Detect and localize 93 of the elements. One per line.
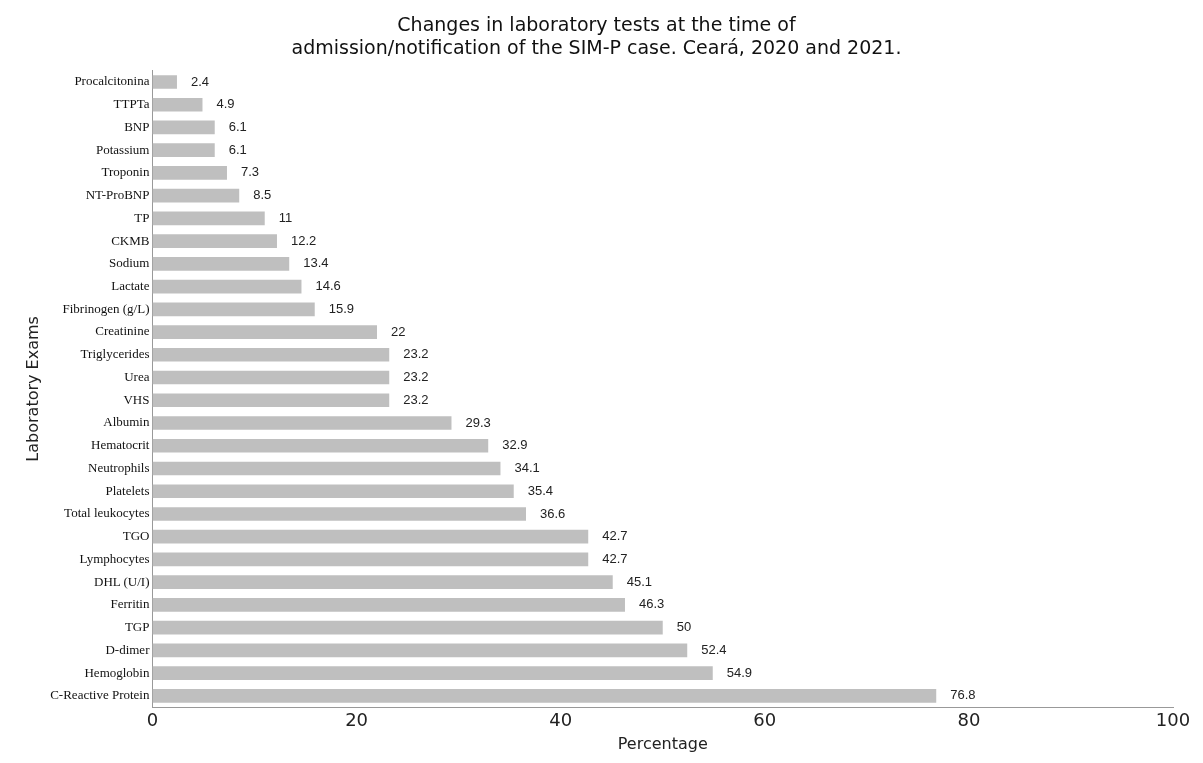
y-tick-label: Hematocrit [90,437,150,453]
y-tick-label: Sodium [109,255,150,271]
y-tick-label: C-Reactive Protein [50,687,150,703]
bar [152,552,589,567]
data-label: 7.3 [240,164,260,180]
y-tick-label: Potassium [96,141,150,157]
bar [152,325,377,339]
data-label: 13.4 [303,255,329,271]
data-label: 34.1 [514,460,540,476]
data-label: 45.1 [626,573,653,589]
x-tick-label: 80 [957,708,981,730]
y-tick-label: Hemoglobin [84,664,150,680]
data-label: 35.4 [527,482,554,498]
x-tick-label: 40 [549,708,573,730]
data-label: 4.9 [216,96,235,112]
bar [152,529,589,544]
bar [152,75,177,89]
data-label: 42.7 [602,528,628,544]
data-label: 32.9 [502,437,528,453]
data-label: 50 [676,619,692,635]
y-tick-label: Platelets [105,482,150,498]
y-tick-label: Fibrinogen (g/L) [62,300,150,316]
bar [152,620,663,635]
y-tick-label: Troponin [101,164,150,180]
data-label: 22 [390,323,406,339]
data-label: 52.4 [701,641,727,657]
y-tick-label: Creatinine [95,323,150,339]
bar [152,393,390,408]
data-label: 8.5 [253,187,272,203]
bar [152,575,613,589]
data-label: 76.8 [950,687,976,703]
bar [152,666,713,680]
data-label: 6.1 [228,141,247,157]
data-label: 12.2 [290,232,317,248]
y-tick-label: Triglycerides [80,346,150,362]
data-label: 14.6 [315,278,341,294]
bar [152,234,277,248]
data-label: 15.9 [328,300,355,316]
y-tick-label: TGO [122,528,150,544]
y-axis-title: Laboratory Exams [22,316,42,462]
bar [152,598,625,612]
bar [152,370,390,385]
data-label: 42.7 [602,551,628,566]
y-tick-label: NT-ProBNP [85,187,150,203]
y-tick-label: CKMB [111,232,150,248]
bar [152,643,688,658]
bar [152,120,215,135]
bar [152,143,215,157]
bar [152,689,937,703]
y-tick-label: Lactate [111,278,150,294]
bar [152,97,203,112]
x-tick-label: 0 [146,708,159,730]
y-tick-label: Urea [124,368,150,384]
data-label: 54.9 [726,664,753,680]
data-label: 36.6 [539,505,566,521]
bar [152,438,489,453]
data-label: 29.3 [465,414,491,430]
bar [152,279,302,294]
x-tick-label: 20 [345,708,369,730]
y-tick-label: VHS [123,391,150,407]
y-tick-label: Lymphocytes [79,550,150,566]
y-tick-label: BNP [124,118,150,134]
data-label: 6.1 [228,119,247,135]
bar [152,257,290,271]
bar [152,416,452,430]
data-label: 46.3 [638,596,665,612]
x-tick-label: 100 [1155,708,1191,730]
bar [152,347,390,362]
x-tick-label: 60 [753,708,777,730]
data-label: 23.2 [403,369,429,385]
y-tick-label: TP [134,209,150,225]
y-tick-label: Albumin [103,414,150,430]
y-tick-label: Procalcitonina [74,73,150,89]
bar [152,188,240,203]
x-axis-title: Percentage [617,733,708,753]
data-label: 23.2 [403,346,429,362]
y-tick-label: Ferritin [110,596,150,612]
chart-title: Changes in laboratory tests at the time of admission/notification of the SIM-P case. Ceará, 2020 and 2021. [291,13,902,59]
bar [152,461,501,476]
bar [152,507,526,521]
y-tick-label: TTPTa [113,96,150,112]
bar [152,484,514,499]
bar [152,302,315,317]
y-tick-label: TGP [124,619,150,635]
y-tick-label: D-dimer [105,641,151,657]
data-label: 2.4 [190,73,210,89]
y-tick-label: Total leukocytes [64,505,150,521]
data-label: 23.2 [403,391,429,407]
bar [152,166,227,180]
bar [152,211,265,226]
y-tick-label: Neutrophils [88,459,150,475]
y-tick-label: DHL (U/I) [93,573,150,589]
data-label: 11 [278,209,293,225]
